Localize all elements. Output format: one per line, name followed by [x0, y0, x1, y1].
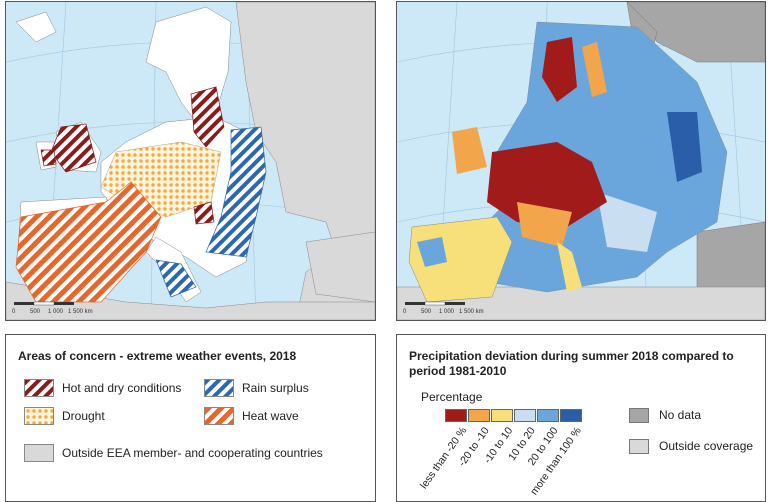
outside-countries: [6, 2, 375, 320]
precip-more-100: [667, 112, 702, 182]
scale-class-box: [468, 409, 490, 422]
outside-coverage-swatch: [629, 439, 649, 454]
rain-surplus-swatch-pattern: [205, 380, 233, 396]
scalebar-label-1500: 1 500 km: [459, 309, 484, 315]
precip-minus10-10-iberia: [408, 216, 513, 303]
scalebar-label-500: 500: [30, 309, 41, 315]
scalebar: 0 500 1 000 1 500 km: [12, 301, 93, 315]
scalebar-label-1500: 1 500 km: [68, 309, 93, 315]
rain-surplus-zone-east: [205, 126, 267, 258]
drought-swatch-pattern: [25, 408, 53, 424]
scale-class-box: [445, 409, 467, 422]
scalebar-label-1000: 1 000: [48, 309, 64, 315]
heat-wave-swatch: [204, 407, 234, 425]
no-data-region: [626, 2, 765, 303]
extreme-events-map[interactable]: 0 500 1 000 1 500 km: [5, 1, 376, 321]
hot-dry-label: Hot and dry conditions: [62, 381, 182, 395]
scale-class-box: [514, 409, 536, 422]
heat-wave-label: Heat wave: [242, 409, 299, 423]
precip-minus20-10-uk: [452, 127, 487, 174]
no-data-swatch: [629, 408, 649, 423]
precip-less-20-central: [487, 142, 607, 227]
legend-title-line1: Precipitation deviation during summer 20…: [409, 349, 734, 363]
extreme-events-legend: Areas of concern - extreme weather event…: [5, 334, 376, 502]
outside-countries-swatch: [24, 444, 54, 462]
precipitation-map-svg: 0 500 1 000 1 500 km: [397, 2, 765, 320]
precip-italy: [557, 242, 582, 292]
hot-dry-zone-uk: [50, 123, 97, 173]
percentage-label: Percentage: [421, 390, 483, 404]
precip-iberia-wet: [417, 237, 447, 267]
drought-swatch: [24, 407, 54, 425]
precip-10-20: [597, 192, 657, 252]
precipitation-map[interactable]: 0 500 1 000 1 500 km: [396, 1, 766, 321]
outside-coverage-label: Outside coverage: [659, 439, 754, 453]
scalebar-label-1000: 1 000: [439, 309, 455, 315]
drought-label: Drought: [62, 409, 105, 423]
scalebar: 0 500 1 000 1 500 km: [403, 301, 484, 315]
scalebar-label-500: 500: [421, 309, 432, 315]
precipitation-legend: Precipitation deviation during summer 20…: [396, 334, 766, 502]
precip-minus20-10-south: [517, 202, 572, 247]
precip-minus20-10-scandinavia: [582, 42, 607, 97]
heat-wave-swatch-pattern: [205, 408, 233, 424]
hot-dry-zone-central: [193, 201, 215, 225]
extreme-events-map-svg: 0 500 1 000 1 500 km: [6, 2, 375, 320]
rain-surplus-zone-italy: [155, 259, 197, 298]
legend-title-line2: period 1981-2010: [409, 364, 507, 378]
scalebar-label-0: 0: [403, 309, 407, 315]
scale-class-box: [537, 409, 559, 422]
outside-countries-label: Outside EEA member- and cooperating coun…: [62, 446, 323, 460]
no-data-label: No data: [659, 408, 702, 422]
hot-dry-swatch: [24, 379, 54, 397]
hot-dry-zone-baltic: [190, 86, 225, 148]
scale-class-box: [491, 409, 513, 422]
hot-dry-swatch-pattern: [25, 380, 53, 396]
scale-class-box: [560, 409, 582, 422]
rain-surplus-swatch: [204, 379, 234, 397]
scalebar-label-0: 0: [12, 309, 16, 315]
legend-title: Areas of concern - extreme weather event…: [18, 349, 297, 363]
precip-less-20-scandinavia: [542, 37, 577, 102]
hot-dry-zone-ireland: [40, 149, 57, 167]
heat-wave-zone: [15, 181, 162, 303]
rain-surplus-label: Rain surplus: [242, 381, 309, 395]
